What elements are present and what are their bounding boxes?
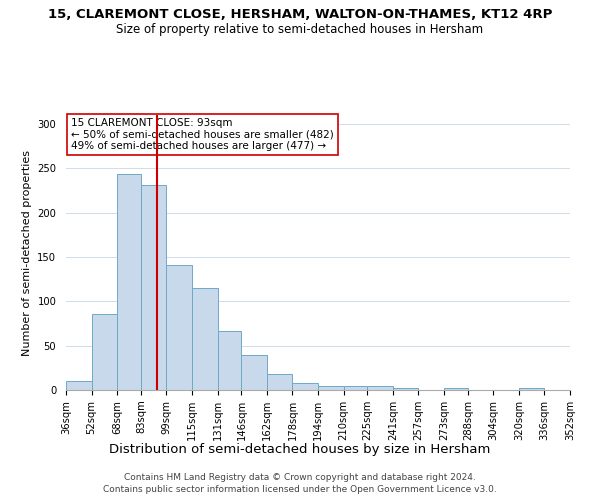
Bar <box>570 389 596 390</box>
Bar <box>141 185 166 390</box>
Bar <box>344 386 367 390</box>
Bar <box>66 381 92 390</box>
Y-axis label: Number of semi-detached properties: Number of semi-detached properties <box>22 150 32 356</box>
Bar <box>367 386 393 390</box>
Text: 15, CLAREMONT CLOSE, HERSHAM, WALTON-ON-THAMES, KT12 4RP: 15, CLAREMONT CLOSE, HERSHAM, WALTON-ON-… <box>48 8 552 20</box>
Bar <box>267 374 292 390</box>
Text: Contains public sector information licensed under the Open Government Licence v3: Contains public sector information licen… <box>103 485 497 494</box>
Bar <box>218 330 241 390</box>
Bar <box>117 174 141 390</box>
Bar <box>444 388 468 390</box>
Text: Contains HM Land Registry data © Crown copyright and database right 2024.: Contains HM Land Registry data © Crown c… <box>124 472 476 482</box>
Bar <box>292 383 318 390</box>
Bar <box>393 388 418 390</box>
Text: 15 CLAREMONT CLOSE: 93sqm
← 50% of semi-detached houses are smaller (482)
49% of: 15 CLAREMONT CLOSE: 93sqm ← 50% of semi-… <box>71 118 334 151</box>
Text: Distribution of semi-detached houses by size in Hersham: Distribution of semi-detached houses by … <box>109 442 491 456</box>
Bar <box>519 388 544 390</box>
Bar <box>166 265 192 390</box>
Bar <box>241 356 267 390</box>
Bar <box>318 386 344 390</box>
Bar <box>192 288 218 390</box>
Text: Size of property relative to semi-detached houses in Hersham: Size of property relative to semi-detach… <box>116 22 484 36</box>
Bar <box>92 314 117 390</box>
